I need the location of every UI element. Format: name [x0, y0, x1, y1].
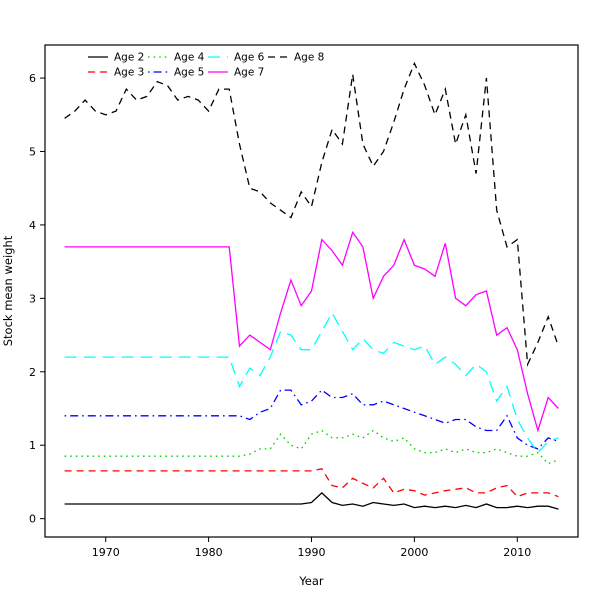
series-line-age-7 [64, 230, 559, 433]
legend-label: Age 7 [234, 67, 264, 79]
legend-label: Age 5 [174, 67, 204, 79]
x-tick-label: 1990 [298, 546, 326, 559]
y-tick-label: 5 [29, 145, 36, 158]
x-axis: 1970 1980 1990 2000 2010 [92, 537, 531, 559]
series-line-age-8 [64, 61, 560, 367]
legend: Age 2 Age 3 Age 4 Age 5 Age 6 Age 7 Age 8 [88, 52, 324, 79]
y-tick-label: 0 [29, 513, 36, 526]
x-tick-label: 1970 [92, 546, 120, 559]
legend-label: Age 6 [234, 52, 265, 64]
y-tick-label: 3 [29, 292, 36, 305]
x-tick-label: 1980 [195, 546, 223, 559]
y-tick-label: 1 [29, 439, 36, 452]
y-axis-title: Stock mean weight [1, 235, 15, 347]
x-tick-label: 2010 [503, 546, 531, 559]
series-line-age-2 [64, 492, 559, 510]
y-axis: 0 1 2 3 4 5 6 [29, 72, 45, 526]
series-line-age-4 [64, 429, 559, 465]
legend-label: Age 2 [114, 52, 144, 64]
legend-label: Age 3 [114, 67, 144, 79]
legend-label: Age 8 [294, 52, 324, 64]
legend-label: Age 4 [174, 52, 205, 64]
y-tick-label: 4 [29, 219, 36, 232]
series-line-age-6 [64, 311, 559, 454]
y-tick-label: 6 [29, 72, 36, 85]
y-tick-label: 2 [29, 366, 36, 379]
series-line-age-5 [64, 389, 559, 450]
x-tick-label: 2000 [400, 546, 428, 559]
x-axis-title: Year [299, 574, 324, 588]
series-line-age-3 [64, 467, 559, 498]
